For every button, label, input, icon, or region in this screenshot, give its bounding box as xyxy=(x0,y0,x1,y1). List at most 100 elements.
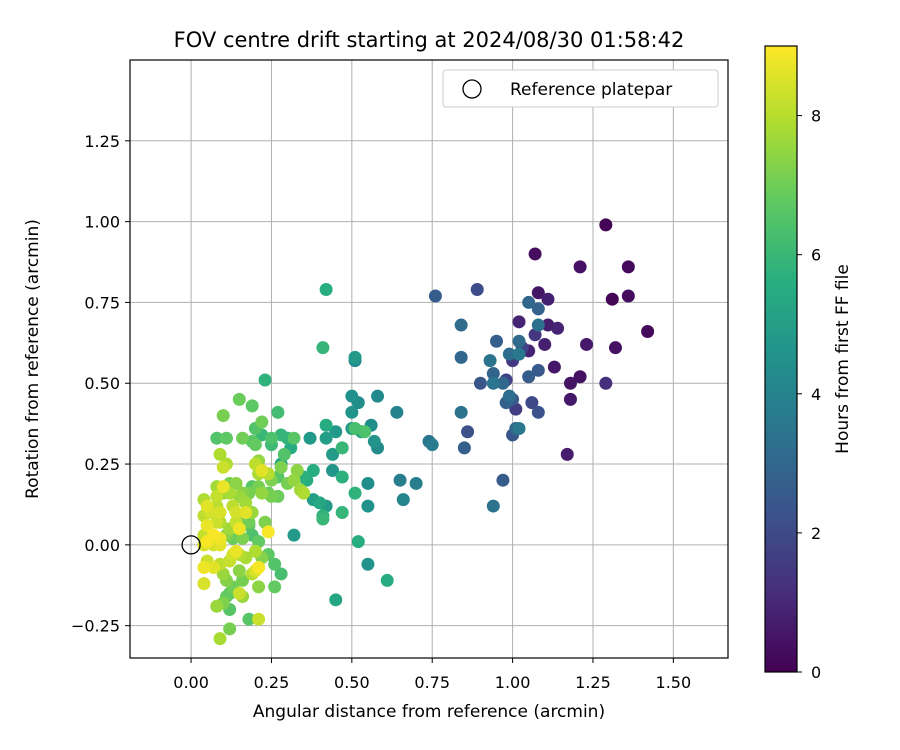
x-axis-ticks: 0.00 0.25 0.50 0.75 1.00 1.25 1.50 xyxy=(173,658,691,692)
data-point xyxy=(297,486,311,500)
data-point xyxy=(200,518,214,532)
colorbar-ticks: 0 2 4 6 8 xyxy=(797,107,821,682)
data-point xyxy=(621,289,635,303)
data-point xyxy=(551,321,565,335)
data-point xyxy=(608,341,622,355)
data-point xyxy=(531,302,545,316)
data-point xyxy=(232,392,246,406)
data-point xyxy=(538,337,552,351)
data-point xyxy=(573,370,587,384)
data-point xyxy=(351,535,365,549)
data-point xyxy=(486,499,500,513)
colorbar-label: Hours from first FF file xyxy=(833,264,853,454)
data-point xyxy=(219,431,233,445)
data-point xyxy=(560,447,574,461)
data-point xyxy=(573,260,587,274)
data-point xyxy=(496,376,510,390)
data-point xyxy=(502,347,516,361)
data-point xyxy=(358,425,372,439)
data-point xyxy=(316,512,330,526)
x-tick-label: 0.25 xyxy=(254,673,290,692)
data-point xyxy=(531,363,545,377)
data-point xyxy=(335,441,349,455)
data-point xyxy=(512,315,526,329)
data-point xyxy=(547,360,561,374)
data-point xyxy=(345,389,359,403)
reference-platepar-marker xyxy=(181,535,201,555)
data-point xyxy=(197,560,211,574)
y-tick-label: 1.25 xyxy=(84,132,120,151)
y-tick-label: 0.75 xyxy=(84,293,120,312)
data-point xyxy=(367,434,381,448)
data-point xyxy=(599,376,613,390)
data-point xyxy=(197,577,211,591)
data-point xyxy=(563,376,577,390)
data-point xyxy=(528,247,542,261)
data-point xyxy=(380,573,394,587)
data-point xyxy=(335,506,349,520)
y-tick-label: 0.00 xyxy=(84,536,120,555)
data-point xyxy=(207,560,221,574)
data-point xyxy=(255,415,269,429)
data-point xyxy=(252,612,266,626)
data-point xyxy=(605,292,619,306)
colorbar-tick-label: 2 xyxy=(811,524,821,543)
data-point xyxy=(512,421,526,435)
legend: Reference platepar xyxy=(442,69,719,108)
data-point xyxy=(348,350,362,364)
data-point xyxy=(313,496,327,510)
data-point xyxy=(326,464,340,478)
data-point xyxy=(258,373,272,387)
data-point xyxy=(580,337,594,351)
x-tick-label: 0.00 xyxy=(173,673,209,692)
data-point xyxy=(470,283,484,297)
data-point xyxy=(213,506,227,520)
data-point xyxy=(361,476,375,490)
y-axis-ticks: −0.25 0.00 0.25 0.50 0.75 1.00 1.25 xyxy=(71,132,130,636)
data-point xyxy=(361,557,375,571)
data-point xyxy=(541,292,555,306)
data-point xyxy=(239,506,253,520)
data-point xyxy=(213,447,227,461)
data-point xyxy=(531,286,545,300)
scatter-points xyxy=(197,218,655,646)
data-point xyxy=(390,405,404,419)
data-point xyxy=(502,389,516,403)
data-point xyxy=(316,341,330,355)
x-tick-label: 1.50 xyxy=(656,673,692,692)
data-point xyxy=(348,486,362,500)
data-point xyxy=(306,464,320,478)
data-point xyxy=(531,318,545,332)
data-point xyxy=(329,425,343,439)
data-point xyxy=(216,460,230,474)
data-point xyxy=(641,325,655,339)
data-point xyxy=(326,447,340,461)
data-point xyxy=(229,506,243,520)
data-point xyxy=(264,431,278,445)
data-point xyxy=(287,431,301,445)
data-point xyxy=(486,376,500,390)
data-point xyxy=(428,289,442,303)
data-point xyxy=(454,318,468,332)
data-point xyxy=(207,528,221,542)
y-axis-label: Rotation from reference (arcmin) xyxy=(23,219,43,499)
y-tick-label: 0.25 xyxy=(84,455,120,474)
data-point xyxy=(268,580,282,594)
data-point xyxy=(361,499,375,513)
y-tick-label: 0.50 xyxy=(84,374,120,393)
data-point xyxy=(255,464,269,478)
data-point xyxy=(261,525,275,539)
data-point xyxy=(393,473,407,487)
data-point xyxy=(236,431,250,445)
data-point xyxy=(525,396,539,410)
data-point xyxy=(210,431,224,445)
data-point xyxy=(277,447,291,461)
colorbar-tick-label: 0 xyxy=(811,663,821,682)
data-point xyxy=(216,409,230,423)
data-point xyxy=(486,367,500,381)
x-tick-label: 1.00 xyxy=(495,673,531,692)
data-point xyxy=(268,557,282,571)
data-point xyxy=(274,460,288,474)
data-point xyxy=(454,350,468,364)
